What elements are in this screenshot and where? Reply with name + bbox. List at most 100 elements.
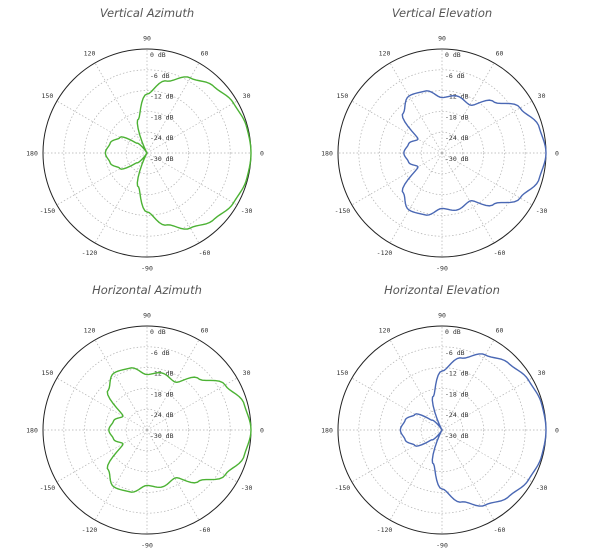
angle-tick-label: 180 xyxy=(26,426,38,434)
grid-spoke xyxy=(94,339,148,431)
angle-tick-label: 180 xyxy=(321,149,333,157)
radial-db-label: -18 dB xyxy=(445,390,469,398)
angle-tick-label: 0 xyxy=(260,149,264,157)
angle-tick-label: -60 xyxy=(494,526,506,534)
grid-spoke xyxy=(389,62,443,154)
angle-tick-label: 120 xyxy=(379,50,391,58)
angle-tick-label: -30 xyxy=(536,207,548,215)
polar-chart: 90 60 30 0 -30 -60 -90 -120 -150 180 150 120 0 dB -6 … xyxy=(26,311,264,549)
chart-panel-horizontal-azimuth: Horizontal Azimuth 90 60 30 0 -30 -60 -90 -120 -… xyxy=(0,277,294,553)
grid-spoke xyxy=(146,429,200,521)
grid-spoke xyxy=(56,100,148,154)
angle-tick-label: 30 xyxy=(538,92,546,100)
grid-spoke xyxy=(351,377,443,431)
angle-tick-label: -30 xyxy=(536,484,548,492)
grid-spoke xyxy=(94,152,148,244)
angle-tick-label: 60 xyxy=(496,50,504,58)
grid-spoke xyxy=(389,152,443,244)
grid-ring xyxy=(420,408,464,452)
angle-tick-label: -150 xyxy=(40,207,56,215)
chart-panel-vertical-azimuth: Vertical Azimuth 90 60 30 0 -30 -60 -90 -120 -15… xyxy=(0,0,294,276)
radial-db-label: -6 dB xyxy=(150,349,170,357)
grid-ring xyxy=(420,131,464,175)
grid-ring xyxy=(63,69,231,237)
polar-chart: 90 60 30 0 -30 -60 -90 -120 -150 180 150 120 0 dB -6 … xyxy=(321,311,559,549)
angle-tick-label: 30 xyxy=(538,369,546,377)
angle-tick-label: 150 xyxy=(337,369,349,377)
chart-title: Horizontal Azimuth xyxy=(92,283,202,297)
angle-tick-label: -120 xyxy=(377,249,393,257)
grid-spoke xyxy=(351,429,443,483)
polar-chart: 90 60 30 0 -30 -60 -90 -120 -150 180 150 120 0 dB -6 … xyxy=(321,34,559,272)
grid-ring xyxy=(400,111,484,195)
grid-ring xyxy=(379,90,505,216)
grid-spoke xyxy=(351,152,443,206)
angle-tick-label: -120 xyxy=(82,526,98,534)
angle-tick-label: -60 xyxy=(199,526,211,534)
radial-db-label: -12 dB xyxy=(150,93,174,101)
chart-title: Vertical Elevation xyxy=(391,6,493,20)
radial-db-label: -24 dB xyxy=(445,411,469,419)
radial-db-label: 0 dB xyxy=(445,328,461,336)
angle-tick-label: -150 xyxy=(40,484,56,492)
grid-spoke xyxy=(441,377,533,431)
radial-db-label: -30 dB xyxy=(445,155,469,163)
grid-spoke xyxy=(146,100,238,154)
angle-tick-label: -150 xyxy=(335,484,351,492)
angle-tick-label: -90 xyxy=(141,264,153,272)
grid-spoke xyxy=(351,100,443,154)
grid-spoke xyxy=(56,152,148,206)
grid-spoke xyxy=(389,429,443,521)
grid-spoke xyxy=(389,339,443,431)
angle-tick-label: 60 xyxy=(496,327,504,335)
radial-db-label: -18 dB xyxy=(150,390,174,398)
radiation-pattern-line xyxy=(106,367,252,493)
radial-db-label: 0 dB xyxy=(150,328,166,336)
angle-tick-label: -30 xyxy=(241,207,253,215)
grid-ring xyxy=(358,69,526,237)
radial-db-label: -30 dB xyxy=(150,155,174,163)
angle-tick-label: 30 xyxy=(243,92,251,100)
angle-tick-label: 180 xyxy=(321,426,333,434)
radial-db-label: -12 dB xyxy=(445,370,469,378)
angle-tick-label: -90 xyxy=(436,541,448,549)
radial-db-label: -18 dB xyxy=(150,113,174,121)
grid-ring xyxy=(125,408,169,452)
angle-tick-label: 180 xyxy=(26,149,38,157)
angle-tick-label: -90 xyxy=(436,264,448,272)
angle-tick-label: -120 xyxy=(82,249,98,257)
radial-db-label: -24 dB xyxy=(150,411,174,419)
angle-tick-label: 90 xyxy=(438,34,446,42)
grid-ring xyxy=(379,367,505,493)
angle-tick-label: 120 xyxy=(84,50,96,58)
grid-spoke xyxy=(441,429,495,521)
radiation-pattern-line xyxy=(104,76,252,230)
grid-spoke xyxy=(56,429,148,483)
angle-tick-label: 60 xyxy=(201,50,209,58)
grid-spoke xyxy=(94,62,148,154)
grid-spoke xyxy=(441,100,533,154)
angle-tick-label: -120 xyxy=(377,526,393,534)
grid-spoke xyxy=(146,152,200,244)
chart-title: Horizontal Elevation xyxy=(384,283,500,297)
angle-tick-label: 0 xyxy=(555,149,559,157)
chart-panel-vertical-elevation: Vertical Elevation 90 60 30 0 -30 -60 -90 -120 -… xyxy=(295,0,589,276)
radial-db-label: -24 dB xyxy=(150,134,174,142)
angle-tick-label: 120 xyxy=(379,327,391,335)
grid-ring xyxy=(84,90,210,216)
radiation-pattern-line xyxy=(399,353,547,507)
angle-tick-label: 150 xyxy=(42,369,54,377)
grid-ring xyxy=(125,131,169,175)
angle-tick-label: -60 xyxy=(199,249,211,257)
angle-tick-label: -60 xyxy=(494,249,506,257)
grid-spoke xyxy=(94,429,148,521)
angle-tick-label: 0 xyxy=(260,426,264,434)
radial-db-label: -6 dB xyxy=(150,72,170,80)
angle-tick-label: -150 xyxy=(335,207,351,215)
grid-ring xyxy=(105,388,189,472)
grid-ring xyxy=(358,346,526,514)
angle-tick-label: 90 xyxy=(143,34,151,42)
grid-ring xyxy=(84,367,210,493)
radial-db-label: -24 dB xyxy=(445,134,469,142)
polar-chart: 90 60 30 0 -30 -60 -90 -120 -150 180 150 120 0 dB -6 … xyxy=(26,34,264,272)
